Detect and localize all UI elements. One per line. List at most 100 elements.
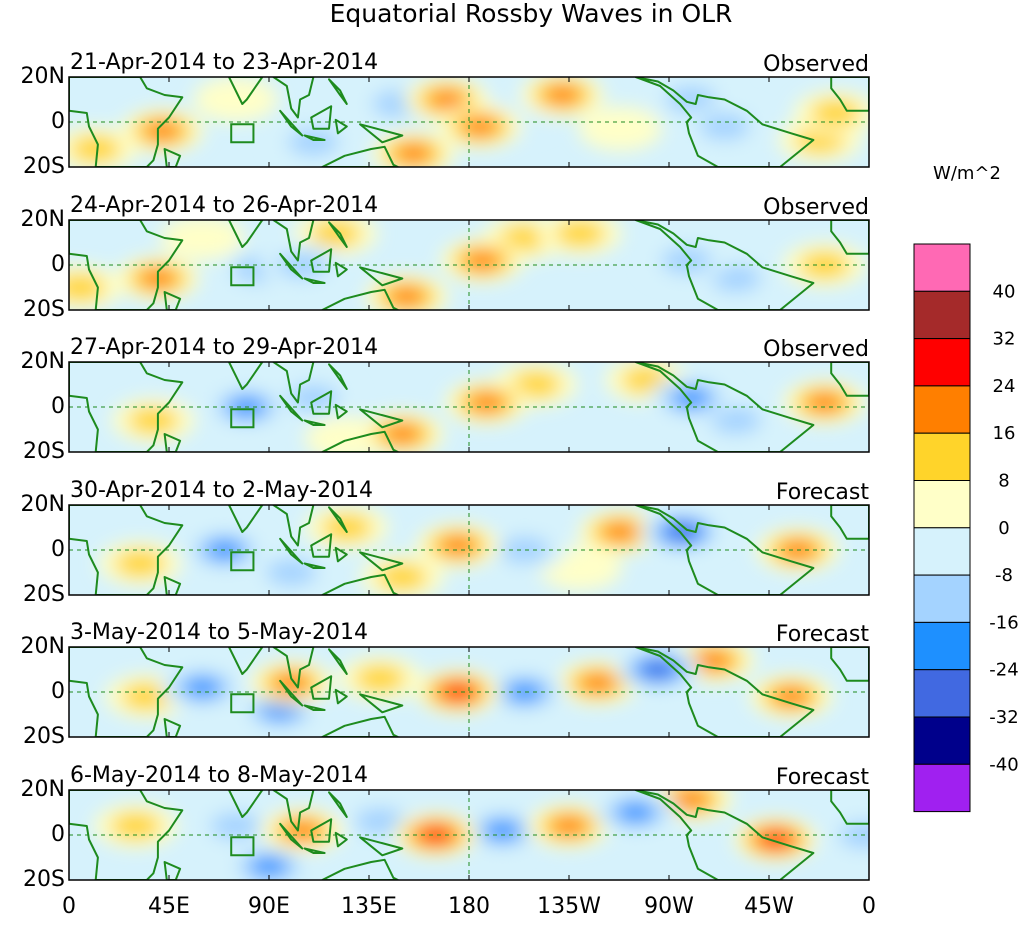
anomaly-blob [273, 673, 310, 693]
anomaly-blob [506, 682, 543, 702]
x-tick-label: 135W [537, 894, 601, 919]
coastline [634, 77, 815, 167]
coastline [228, 505, 264, 533]
y-tick-label: 0 [51, 109, 65, 134]
coastline [359, 551, 404, 572]
panel-plot-area [69, 790, 869, 880]
coastline [321, 430, 399, 452]
anomaly-blob [114, 550, 166, 577]
anomaly-blob [617, 803, 654, 822]
anomaly-blob [70, 135, 121, 163]
coastline [303, 562, 326, 569]
anomaly-blob [699, 113, 750, 140]
colorbar-swatch [913, 669, 971, 718]
coastline [634, 220, 815, 310]
coastline [310, 390, 333, 415]
anomaly-blob [810, 99, 861, 127]
coastline [279, 679, 304, 707]
anomaly-blob [484, 821, 521, 840]
panel-period: 21-Apr-2014 to 23-Apr-2014 [70, 50, 378, 75]
y-tick-label: 20N [21, 492, 65, 517]
anomaly-field [69, 77, 869, 167]
panel-type-label: Observed [763, 52, 869, 77]
y-tick-label: 20N [21, 64, 65, 89]
anomaly-blob [354, 808, 406, 835]
coastline [634, 362, 815, 452]
x-tick-label: 45E [148, 894, 190, 919]
coastline [830, 220, 869, 255]
y-tick-label: 0 [51, 679, 65, 704]
anomaly-blob [395, 144, 432, 163]
coastline [359, 408, 404, 429]
anomaly-blob [695, 651, 732, 670]
anomaly-blob [128, 407, 179, 434]
coastline [334, 688, 348, 705]
y-tick-label: 0 [51, 537, 65, 562]
panel: 27-Apr-2014 to 29-Apr-2014 Observed 20N 0 20… [21, 335, 870, 464]
panel: 6-May-2014 to 8-May-2014 Forecast 20N 0 20S [21, 763, 870, 892]
colorbar-swatch [913, 527, 971, 576]
y-tick-label: 20S [23, 439, 65, 464]
x-tick-label: 45W [744, 894, 794, 919]
y-tick-label: 20S [23, 724, 65, 749]
y-tick-label: 0 [51, 822, 65, 847]
coastline [830, 362, 869, 397]
coastline [303, 419, 326, 426]
panel: 21-Apr-2014 to 23-Apr-2014 Observed 20N 0 20… [21, 50, 870, 179]
anomaly-blob [110, 812, 161, 840]
colorbar-swatch [913, 621, 971, 671]
coastline [163, 718, 182, 737]
x-tick-label: 90W [644, 894, 694, 919]
anomaly-blob [310, 220, 361, 247]
y-tick-label: 20N [21, 634, 65, 659]
coastline [69, 647, 184, 737]
anomaly-blob [321, 514, 372, 541]
coastline [310, 533, 333, 558]
y-tick-label: 20S [23, 297, 65, 322]
y-tick-label: 20S [23, 867, 65, 892]
coastline [321, 715, 399, 737]
colorbar-label: -8 [995, 565, 1013, 586]
colorbar-swatch [913, 243, 971, 292]
coastlines [69, 77, 869, 167]
anomaly-field [111, 362, 867, 452]
coastline [310, 248, 333, 273]
anomaly-blob [661, 247, 712, 274]
coastline [310, 675, 333, 700]
coastline [634, 505, 815, 595]
colorbar-swatch [913, 574, 971, 623]
coastline [163, 148, 182, 167]
coastline [321, 288, 399, 310]
anomaly-blob [121, 683, 172, 710]
panel-period: 6-May-2014 to 8-May-2014 [70, 763, 368, 788]
coastline [303, 134, 326, 141]
coastline [634, 790, 815, 880]
coastline [228, 790, 264, 818]
colorbar-label: -24 [989, 660, 1018, 681]
anomaly-blob [384, 424, 421, 444]
colorbar-label: -16 [989, 612, 1018, 633]
anomaly-blob [443, 684, 472, 700]
coastline [272, 647, 315, 689]
anomaly-blob [710, 407, 761, 434]
colorbar-swatch [913, 716, 971, 765]
coastline [272, 220, 315, 262]
anomaly-blob [551, 816, 587, 836]
coastline [359, 693, 404, 714]
reference-box [230, 123, 255, 144]
y-tick-label: 20S [23, 154, 65, 179]
coastline [830, 790, 869, 825]
x-tick-label: 180 [448, 894, 490, 919]
coastlines [69, 647, 869, 737]
coastline [328, 791, 348, 818]
anomaly-blob [193, 77, 278, 122]
coastline [830, 505, 869, 540]
x-tick-label: 0 [62, 894, 76, 919]
colorbar: 40 32 24 16 8 0 -8 -16 -24 -32 -40 [913, 243, 1019, 813]
panels: 21-Apr-2014 to 23-Apr-2014 Observed 20N 0 20… [21, 50, 870, 892]
coastline [303, 847, 326, 854]
x-axis: 0 45E 90E 135E 180 135W 90W 45W 0 [62, 894, 876, 919]
anomaly-blob [262, 700, 299, 720]
anomaly-blob [288, 384, 339, 412]
chart-title: Equatorial Rossby Waves in OLR [330, 0, 733, 28]
